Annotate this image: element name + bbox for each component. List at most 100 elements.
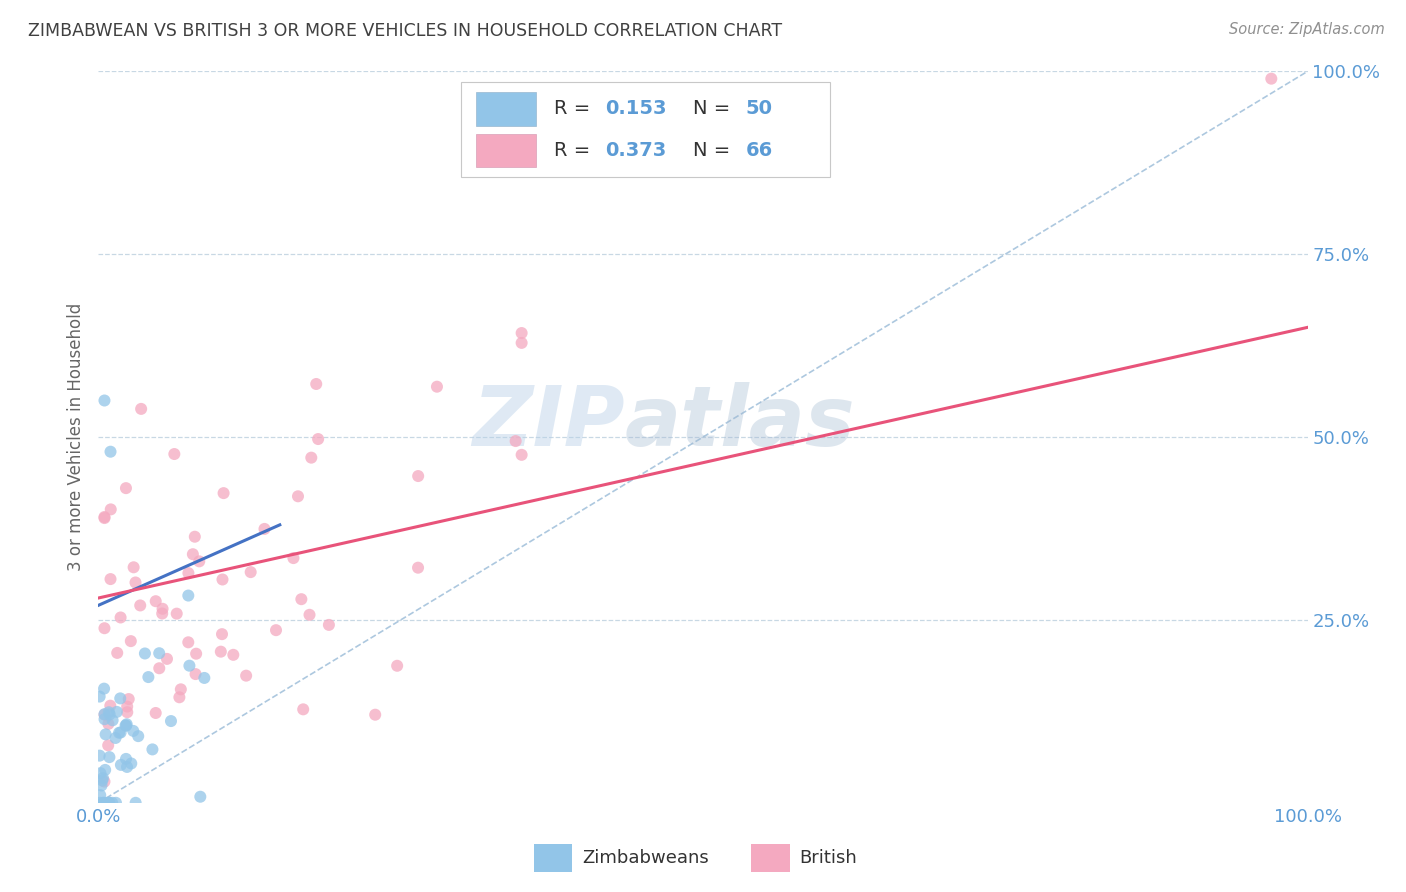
Point xyxy=(93,707,115,722)
Point xyxy=(184,530,207,544)
Text: Zimbabweans: Zimbabweans xyxy=(582,848,709,867)
Point xyxy=(93,796,115,810)
Point xyxy=(122,723,145,738)
Point xyxy=(211,627,233,641)
Point xyxy=(93,393,115,408)
Point xyxy=(110,610,132,624)
Point xyxy=(104,731,127,745)
Point xyxy=(118,692,141,706)
Point xyxy=(188,789,211,804)
Point xyxy=(110,725,132,739)
Text: 0.373: 0.373 xyxy=(605,141,666,161)
Point xyxy=(98,796,121,810)
Point xyxy=(129,401,152,416)
Point xyxy=(96,796,118,810)
Point xyxy=(115,752,138,766)
Point xyxy=(426,380,449,394)
Point xyxy=(115,481,138,495)
Point xyxy=(89,796,111,810)
Point xyxy=(364,707,387,722)
Text: N =: N = xyxy=(693,99,737,119)
Point xyxy=(385,658,408,673)
Point xyxy=(318,618,340,632)
Point xyxy=(150,607,173,621)
Point xyxy=(177,566,200,580)
Point xyxy=(93,707,115,722)
Point xyxy=(283,551,305,566)
Point xyxy=(510,326,533,340)
Point xyxy=(98,750,121,764)
Point xyxy=(307,432,329,446)
Bar xyxy=(475,92,536,126)
Point xyxy=(239,565,262,579)
Point xyxy=(115,719,138,733)
Point xyxy=(120,756,142,771)
Bar xyxy=(751,844,790,871)
Point xyxy=(108,725,131,739)
Point xyxy=(105,705,128,719)
Point xyxy=(89,766,111,780)
Point xyxy=(91,773,114,788)
Point xyxy=(110,691,132,706)
Point xyxy=(188,554,211,568)
Point xyxy=(120,634,142,648)
Point xyxy=(97,739,120,753)
Bar xyxy=(534,844,572,871)
Point xyxy=(212,486,235,500)
Point xyxy=(145,594,167,608)
Point xyxy=(94,763,117,777)
Text: ZIP: ZIP xyxy=(472,382,624,463)
Point xyxy=(152,601,174,615)
Point xyxy=(97,706,120,720)
Point xyxy=(89,748,111,763)
Point xyxy=(510,335,533,350)
Point xyxy=(193,671,215,685)
Text: 50: 50 xyxy=(745,99,772,119)
Point xyxy=(93,510,115,524)
Point xyxy=(287,489,309,503)
Point xyxy=(93,621,115,635)
Point xyxy=(110,757,132,772)
Point xyxy=(299,450,322,465)
Point xyxy=(91,771,114,785)
Point xyxy=(100,444,122,458)
Point xyxy=(156,652,179,666)
Point xyxy=(117,705,139,719)
Text: ZIMBABWEAN VS BRITISH 3 OR MORE VEHICLES IN HOUSEHOLD CORRELATION CHART: ZIMBABWEAN VS BRITISH 3 OR MORE VEHICLES… xyxy=(28,22,782,40)
Text: R =: R = xyxy=(554,141,596,161)
Point xyxy=(141,742,163,756)
Point xyxy=(290,592,312,607)
Point xyxy=(115,760,138,774)
Point xyxy=(115,717,138,731)
Point xyxy=(127,729,149,743)
Point xyxy=(124,796,146,810)
Point xyxy=(94,727,117,741)
Point xyxy=(138,670,160,684)
Point xyxy=(209,645,232,659)
Text: R =: R = xyxy=(554,99,596,119)
Point xyxy=(222,648,245,662)
Point xyxy=(100,502,122,516)
Point xyxy=(100,572,122,586)
Point xyxy=(98,707,121,722)
Point xyxy=(90,779,112,793)
Text: 0.153: 0.153 xyxy=(605,99,666,119)
Point xyxy=(115,699,138,714)
Point xyxy=(148,646,170,660)
Point xyxy=(129,599,152,613)
Point xyxy=(105,646,128,660)
Point xyxy=(93,681,115,696)
Text: Source: ZipAtlas.com: Source: ZipAtlas.com xyxy=(1229,22,1385,37)
Point xyxy=(166,607,188,621)
Point xyxy=(124,575,146,590)
Point xyxy=(93,511,115,525)
Point xyxy=(89,788,111,802)
Point xyxy=(235,668,257,682)
Point xyxy=(186,647,208,661)
Point xyxy=(104,796,127,810)
Point xyxy=(184,667,207,681)
Text: 66: 66 xyxy=(745,141,772,161)
Point xyxy=(298,607,321,622)
Point xyxy=(169,690,191,705)
Point xyxy=(177,589,200,603)
